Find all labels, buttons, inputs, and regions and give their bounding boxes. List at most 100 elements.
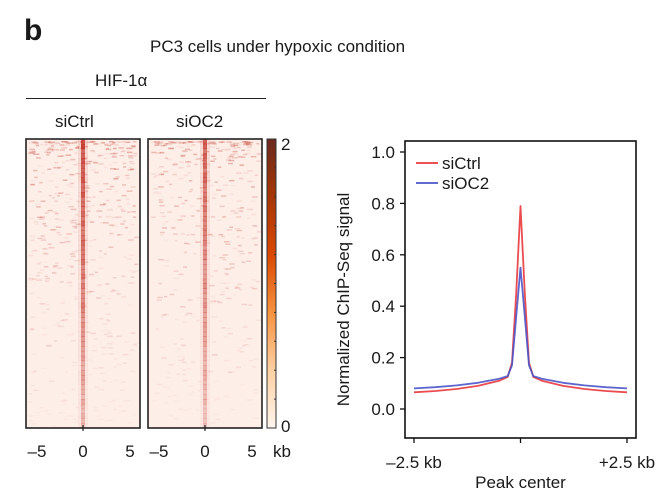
heatmap-speckle [107, 335, 113, 338]
heatmap-speckle [105, 142, 111, 145]
heatmap-speckle [92, 345, 97, 347]
figure-title: PC3 cells under hypoxic condition [150, 37, 406, 56]
heatmap-speckle [186, 234, 190, 236]
heatmap-speckle [212, 193, 217, 195]
heatmap-speckle [126, 150, 132, 152]
heatmap-speckle [45, 143, 51, 145]
heatmap-speckle [205, 200, 209, 202]
heatmap-speckle [99, 372, 106, 374]
heatmap-peak-halo [200, 148, 210, 154]
heatmap-speckle [183, 242, 188, 244]
heatmap-peak-band [81, 167, 85, 174]
heatmap-peak-band [81, 331, 85, 337]
heatmap-speckle [44, 151, 48, 153]
heatmap-speckle [31, 423, 36, 425]
heatmap-speckle [160, 231, 165, 234]
heatmap-speckle [65, 154, 72, 156]
heatmap-speckle [194, 141, 199, 143]
heatmap-speckle [79, 364, 83, 367]
heatmap-speckle [236, 236, 240, 238]
heatmap-peak-halo [200, 298, 210, 304]
heatmap-speckle [174, 240, 178, 242]
heatmap-speckle [210, 160, 215, 162]
heatmap-speckle [161, 314, 167, 316]
heatmap-speckle [184, 199, 188, 202]
heatmap-speckle [217, 166, 222, 168]
heatmap-speckle [222, 216, 226, 218]
heatmap-speckle [211, 216, 216, 218]
heatmap-speckle [113, 408, 118, 411]
heatmap-speckle [225, 159, 232, 161]
heatmap-speckle [106, 319, 111, 322]
heatmap-speckle [85, 216, 91, 219]
heatmap-peak-band [81, 187, 85, 193]
heatmap-speckle [114, 358, 118, 360]
heatmap-peak-band [81, 220, 85, 227]
heatmap-speckle [51, 229, 58, 231]
heatmap-speckle [52, 148, 56, 151]
heatmap-speckle [62, 301, 66, 303]
heatmap-speckle [210, 146, 216, 148]
heatmap-peak-halo [200, 254, 210, 260]
heatmap-speckle [119, 411, 125, 413]
heatmap-speckle [62, 398, 67, 401]
heatmap-speckle [226, 229, 233, 231]
heatmap-peak-band [203, 346, 207, 352]
heatmap-speckle [157, 186, 164, 188]
heatmap-speckle [129, 168, 134, 171]
heatmap-speckle [240, 339, 247, 342]
heatmap-peak-band [203, 259, 207, 265]
heatmap-speckle [159, 204, 165, 207]
heatmap-peak-halo [200, 259, 210, 265]
heatmap-peak-band [203, 240, 207, 246]
heatmap-speckle [230, 143, 236, 146]
heatmap-speckle [212, 143, 217, 145]
heatmap-speckle [102, 323, 108, 325]
heatmap-speckle [256, 231, 263, 233]
heatmap-speckle [177, 219, 183, 221]
heatmap-speckle [96, 415, 101, 417]
heatmap-speckle [219, 256, 226, 259]
heatmap-peak-halo [200, 192, 210, 198]
heatmap-speckle [75, 147, 80, 149]
heatmap-speckle [218, 320, 223, 323]
heatmap-speckle [181, 344, 187, 347]
heatmap-speckle [205, 150, 210, 153]
heatmap-peak-band [81, 394, 85, 400]
heatmap-speckle [244, 344, 249, 346]
heatmap-speckle [157, 171, 162, 174]
heatmap-speckle [228, 162, 233, 165]
heatmap-speckle [165, 239, 168, 241]
heatmap-speckle [43, 253, 49, 255]
heatmap-speckle [111, 155, 117, 158]
heatmap-speckle [96, 297, 101, 300]
heatmap-peak-halo [78, 240, 88, 246]
heatmap-speckle [168, 364, 174, 366]
heatmap-speckle [89, 273, 94, 276]
heatmap-speckle [31, 371, 36, 374]
heatmap-speckle [212, 255, 216, 257]
heatmap-speckle [104, 420, 108, 422]
heatmap-speckle [195, 158, 202, 160]
heatmap-speckle [130, 224, 135, 226]
heatmap-peak-band [81, 360, 85, 366]
heatmap-speckle [247, 252, 253, 254]
heatmap-peak-halo [78, 413, 88, 419]
heatmap-speckle [222, 258, 227, 261]
heatmap-peak-band [81, 182, 85, 188]
heatmap-speckle [197, 389, 201, 392]
heatmap-speckle [246, 149, 251, 152]
heatmap-speckle [28, 393, 33, 395]
heatmap-speckle [31, 249, 38, 252]
heatmap-speckle [40, 235, 45, 237]
heatmap-speckle [69, 253, 75, 255]
heatmap-speckle [44, 280, 50, 282]
heatmap-speckle [187, 141, 193, 143]
heatmap-peak-halo [200, 346, 210, 352]
heatmap-speckle [218, 234, 224, 236]
heatmap-speckle [55, 149, 59, 151]
heatmap-speckle [209, 184, 215, 187]
heatmap-speckle [47, 243, 52, 245]
